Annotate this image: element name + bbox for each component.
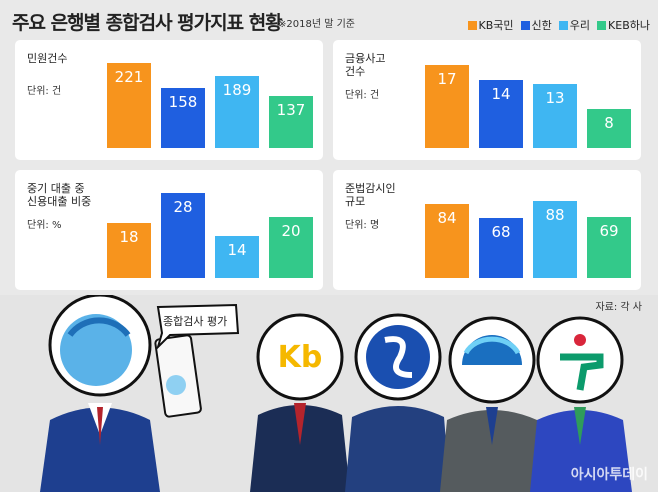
- bar: 69: [587, 217, 631, 278]
- legend-swatch: [520, 20, 530, 30]
- value-label: 18: [119, 228, 139, 247]
- value-label: 14: [227, 240, 247, 259]
- title: 주요 은행별 종합검사 평가지표 현황: [12, 12, 283, 34]
- value-label: 28: [173, 198, 193, 217]
- legend-swatch: [558, 20, 568, 30]
- value-label: 189: [222, 80, 252, 99]
- chart-title: 중기 대출 중 신용대출 비중: [27, 182, 92, 208]
- unit-label: 단위: 건: [345, 90, 380, 101]
- watermark: 아시아투데이: [570, 467, 648, 483]
- bar: 137: [269, 95, 313, 148]
- bar: 158: [161, 87, 205, 148]
- legend-label: 신한: [531, 19, 552, 32]
- unit-label: 단위: %: [27, 220, 62, 231]
- value-label: 88: [545, 205, 565, 224]
- bar: 20: [269, 217, 313, 278]
- legend-label: 우리: [569, 19, 591, 32]
- value-label: 137: [276, 100, 306, 119]
- bar: 14: [215, 235, 259, 278]
- value-label: 68: [491, 223, 511, 242]
- chart-title: 민원건수: [27, 52, 68, 65]
- bar: 68: [479, 218, 523, 278]
- value-label: 13: [545, 89, 565, 108]
- bar: 8: [587, 108, 631, 148]
- bar: 18: [107, 223, 151, 278]
- legend-item: 신한: [520, 17, 552, 33]
- value-label: 69: [599, 222, 619, 241]
- bar: 221: [107, 63, 151, 148]
- legend-label: KB국민: [478, 19, 514, 32]
- value-label: 14: [491, 84, 511, 103]
- legend-swatch: [597, 20, 607, 30]
- unit-label: 단위: 건: [27, 86, 62, 97]
- legend-item: 우리: [558, 17, 591, 33]
- value-label: 158: [168, 92, 198, 111]
- bar: 17: [425, 64, 469, 148]
- bar: 28: [161, 193, 205, 278]
- svg-text:Kb: Kb: [278, 340, 323, 375]
- value-label: 221: [114, 68, 144, 87]
- chart-title: 준법감시인 규모: [345, 182, 396, 208]
- value-label: 8: [604, 113, 614, 132]
- chart-title: 금융사고 건수: [345, 52, 386, 78]
- bar: 84: [425, 204, 469, 278]
- legend-swatch: [467, 20, 477, 30]
- bar: 14: [479, 79, 523, 148]
- legend-item: KEB하나: [597, 17, 650, 33]
- bar: 88: [533, 200, 577, 278]
- legend-item: KB국민: [467, 17, 514, 33]
- legend: KB국민 신한 우리 KEB하나: [467, 17, 650, 33]
- bar: 189: [215, 75, 259, 148]
- speech-bubble-text: 종합검사 평가: [163, 315, 228, 328]
- unit-label: 단위: 명: [345, 220, 380, 231]
- note: ※2018년 말 기준: [278, 19, 355, 30]
- value-label: 20: [281, 222, 301, 241]
- illustration: Kb: [0, 295, 658, 492]
- value-label: 17: [437, 69, 457, 88]
- value-label: 84: [437, 209, 457, 228]
- legend-label: KEB하나: [608, 19, 650, 32]
- bar: 13: [533, 84, 577, 148]
- source: 자료: 각 사: [595, 302, 642, 313]
